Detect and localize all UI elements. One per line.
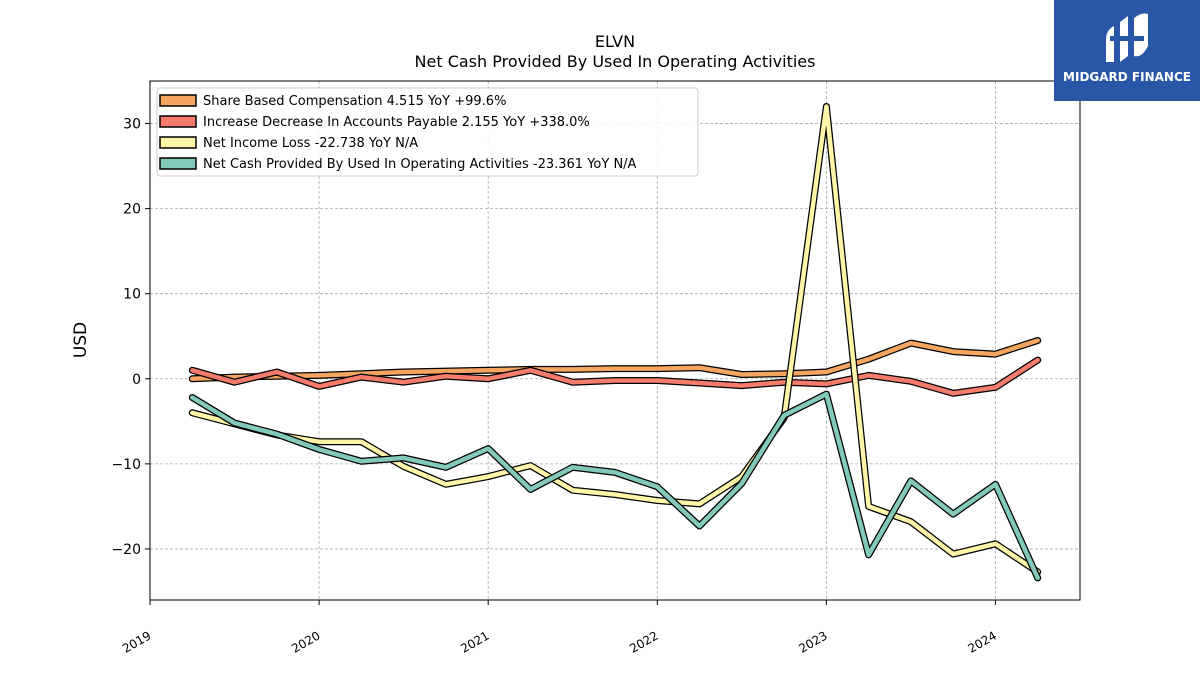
x-tick-label: 2022 [627,628,660,655]
legend: Share Based Compensation 4.515 YoY +99.6… [156,87,699,177]
y-tick-label: 20 [123,202,141,218]
logo-text: MIDGARD FINANCE [1063,70,1191,84]
x-tick-label: 2020 [289,628,322,655]
y-tick-label: −20 [111,542,141,558]
x-tick-label: 2024 [966,628,999,655]
series-line [190,357,1040,396]
legend-swatch [159,115,197,128]
midgard-finance-logo: MIDGARD FINANCE [1054,0,1200,101]
series-line [190,338,1040,382]
y-tick-label: −10 [111,457,141,473]
x-tick-label: 2023 [796,628,829,655]
y-axis-label: USD [71,322,91,358]
chart-title: ELVN [594,32,636,51]
x-tick-label: 2021 [458,628,491,655]
series-2 [188,103,1042,576]
chart-subtitle: Net Cash Provided By Used In Operating A… [414,52,816,71]
y-axis: −20 −10 0 10 20 30 [111,117,150,558]
legend-item: Share Based Compensation 4.515 YoY +99.6… [159,94,506,109]
x-tick-label: 2019 [120,628,153,655]
series-line [190,391,1040,581]
legend-item: Net Cash Provided By Used In Operating A… [159,157,637,172]
series-line [190,104,1040,575]
legend-swatch [159,136,197,149]
legend-item: Increase Decrease In Accounts Payable 2.… [159,115,590,130]
y-tick-label: 10 [123,287,141,303]
series-3 [188,390,1042,582]
legend-swatch [159,157,197,170]
x-axis: 2019 2020 2021 2022 2023 2024 [120,600,999,656]
legend-label: Net Income Loss -22.738 YoY N/A [203,136,418,151]
legend-label: Net Cash Provided By Used In Operating A… [203,157,637,172]
legend-label: Share Based Compensation 4.515 YoY +99.6… [203,94,506,109]
legend-box [156,87,699,177]
legend-label: Increase Decrease In Accounts Payable 2.… [203,115,590,130]
y-tick-label: 0 [132,372,141,388]
y-tick-label: 30 [123,117,141,133]
legend-swatch [159,94,197,107]
legend-item: Net Income Loss -22.738 YoY N/A [159,136,418,151]
series-1 [188,356,1042,397]
series-0 [188,337,1042,383]
logo-mark-icon [1106,13,1148,62]
plot-frame [149,80,1081,601]
series-layer [188,103,1042,582]
